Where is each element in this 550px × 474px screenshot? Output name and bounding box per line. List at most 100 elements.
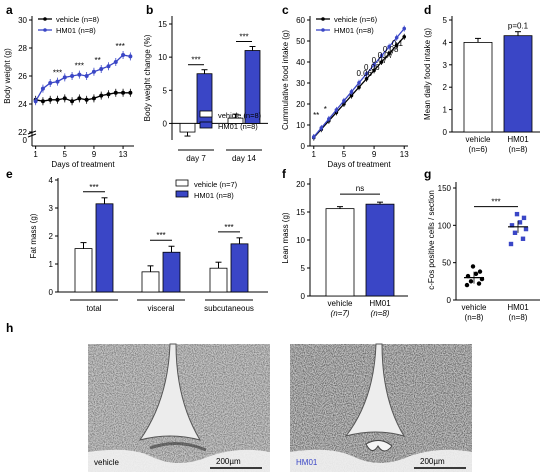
chart-g-point [520,236,526,241]
panel-letter-b: b [146,3,153,17]
chart-c-point [394,43,399,47]
chart-g-point [514,211,520,217]
chart-a-y-tick-label: 22 [18,128,27,137]
chart-g-point [470,264,476,269]
chart-a-point [77,96,82,101]
chart-c-point [372,62,376,67]
chart-c-point [402,35,407,39]
chart-g-point [473,271,479,277]
chart-a-y-tick-label: 24 [18,100,27,109]
chart-d-y-tick-label: 1 [443,106,448,115]
chart-c-point [394,35,399,40]
chart-c-y-axis-label: Cummulative food intake (g) [281,30,290,130]
chart-f-n-label: (n=7) [331,309,350,318]
chart-a-x-axis-label: Days of treatment [51,160,115,169]
chart-c-x-tick-label: 9 [372,150,377,159]
chart-e-legend-swatch [175,190,189,198]
chart-b-y-axis-label: Body weight change (%) [143,34,152,121]
chart-c-point [319,126,324,130]
panel-letter-e: e [6,167,13,181]
chart-a-point [113,60,118,64]
chart-g-y-tick-label: 0 [447,296,452,305]
chart-g-point [512,230,518,235]
chart-e-y-tick-label: 1 [49,260,54,269]
chart-a-point [106,92,111,97]
chart-c-annotation: 0.06 [364,63,380,72]
chart-b-y-tick-label: 15 [158,20,167,29]
chart-d-y-tick-label: 4 [443,38,448,47]
chart-g-point [517,220,523,225]
chart-c-legend-label: HM01 (n=8) [334,26,374,35]
chart-a-point [106,64,111,69]
chart-c-annotation: 0.1 [392,39,404,48]
chart-a-body-weight: 22 24 26 28 30 Body weight (g) 01 5 9 13 Days of t… [3,15,134,169]
chart-f-y-tick-label: 0 [301,292,306,301]
chart-c-point [402,26,407,31]
chart-c-point [342,99,346,103]
chart-c-annotation: ** [313,111,319,120]
chart-g-y-tick-label: 150 [438,184,452,193]
chart-c-y-tick-label: 20 [296,100,305,109]
chart-f-bar [365,203,395,297]
chart-c-point [364,71,369,76]
chart-d-y-tick-label: 2 [443,83,448,92]
chart-b-significance: *** [239,33,248,42]
chart-e-bar [162,251,181,293]
chart-c-point [387,51,391,56]
chart-a-point [77,72,82,77]
chart-g-point [509,223,515,228]
chart-a-legend-label: vehicle (n=8) [56,15,100,24]
chart-a-x-tick-label: 1 [33,150,38,159]
chart-c-cumulative-food-intake: 0 10 20 30 40 50 60 Cummulative food intake (g)… [281,15,409,169]
chart-e-category-label: total [86,304,101,313]
chart-a-y-tick-label: 30 [18,16,27,25]
chart-d-y-tick-label: 0 [443,128,448,137]
chart-d-category-label: HM01 [507,135,529,144]
chart-f-y-tick-label: 5 [301,264,306,273]
chart-b-y-tick-label: 5 [163,86,168,95]
chart-g-n-label: (n=8) [509,313,528,322]
chart-c-point [334,108,339,112]
chart-b-significance: *** [191,56,200,65]
chart-e-y-tick-label: 2 [49,232,54,241]
chart-d-y-tick-label: 3 [443,61,448,70]
chart-e-y-tick-label: 4 [49,176,54,185]
chart-d-bar [463,42,493,133]
chart-b-legend-label: vehicle (n=8) [218,111,262,120]
chart-e-category-label: subcutaneous [204,304,254,313]
chart-b-body-weight-change: 0 5 10 15 Body weight change (%) day 7 *** day … [143,16,268,163]
scale-label-right: 200µm [420,457,445,466]
chart-c-x-tick-label: 5 [342,150,347,159]
chart-b-y-tick-label: 0 [163,119,168,128]
chart-b-legend-swatch [199,121,213,129]
chart-a-point [99,67,104,71]
chart-a-point [48,81,53,85]
chart-g-y-axis-label: c-Fos positive cells / section [427,190,436,290]
chart-e-legend-label: vehicle (n=7) [194,180,238,189]
chart-f-y-tick-label: 20 [296,180,305,189]
chart-a-significance: *** [75,62,84,71]
chart-e-bar [95,203,114,293]
chart-g-point [464,282,470,288]
chart-e-significance: *** [89,183,98,192]
chart-f-category-label: HM01 [369,299,391,308]
chart-b-category-label: day 14 [232,154,257,163]
chart-e-legend-label: HM01 (n=8) [194,191,234,200]
micrograph-hm01-label: HM01 [296,458,318,467]
chart-g-point [521,215,527,221]
chart-e-legend-swatch [175,179,189,187]
chart-a-point [55,79,60,84]
chart-b-category-label: day 7 [186,154,206,163]
chart-c-point [349,90,354,94]
chart-c-point [357,85,361,89]
chart-a-point [121,53,126,57]
chart-b-legend-label: HM01 (n=8) [218,122,258,131]
chart-a-point [91,69,96,74]
chart-f-n-label: (n=8) [371,309,390,318]
chart-a-y-tick-label: 28 [18,44,27,53]
chart-c-y-tick-label: 30 [296,79,305,88]
chart-d-y-axis-label: Mean daily food intake (g) [423,28,432,120]
chart-a-x-tick-label: 5 [63,150,68,159]
